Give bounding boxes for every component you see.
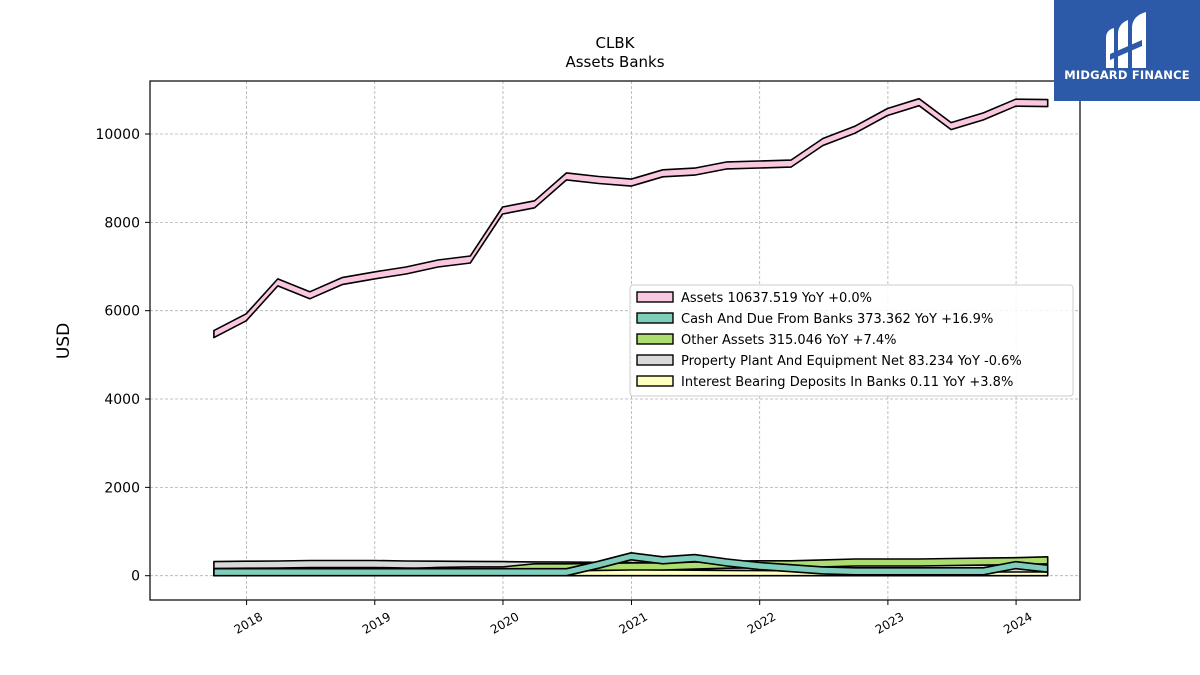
x-tick-label: 2024: [1001, 609, 1034, 636]
y-tick-label: 0: [131, 569, 140, 585]
logo: MIDGARD FINANCE: [1054, 0, 1200, 101]
x-tick-label: 2018: [232, 609, 265, 636]
y-tick-label: 10000: [95, 127, 140, 143]
legend-swatch: [636, 354, 674, 366]
legend-swatch: [636, 312, 674, 324]
y-tick-label: 2000: [104, 480, 140, 496]
legend-label: Cash And Due From Banks 373.362 YoY +16.…: [681, 312, 993, 327]
x-tick-label: 2021: [617, 609, 650, 636]
x-tick-label: 2022: [745, 609, 778, 636]
legend-label: Assets 10637.519 YoY +0.0%: [681, 291, 872, 306]
y-tick-label: 8000: [104, 215, 140, 231]
x-tick-label: 2023: [873, 609, 906, 636]
logo-text: MIDGARD FINANCE: [1064, 68, 1190, 82]
legend-box: [629, 284, 1074, 397]
y-axis-label: USD: [54, 323, 74, 359]
legend-label: Other Assets 315.046 YoY +7.4%: [681, 333, 897, 348]
legend-label: Property Plant And Equipment Net 83.234 …: [681, 354, 1022, 369]
legend-swatch: [636, 291, 674, 303]
y-tick-label: 4000: [104, 392, 140, 408]
logo-mark-icon: [1106, 12, 1146, 68]
y-tick-label: 6000: [104, 304, 140, 320]
x-tick-label: 2020: [488, 609, 521, 636]
legend: Assets 10637.519 YoY +0.0% Cash And Due F…: [629, 284, 1074, 397]
legend-swatch: [636, 333, 674, 345]
chart-subtitle: Assets Banks: [565, 53, 664, 71]
grid: [150, 81, 1080, 600]
axes-frame: [149, 80, 1081, 601]
legend-label: Interest Bearing Deposits In Banks 0.11 …: [681, 375, 1013, 390]
chart-title: CLBK: [596, 34, 636, 52]
legend-swatch: [636, 375, 674, 387]
series-band-0: [213, 97, 1049, 339]
plot-area: [213, 97, 1049, 577]
x-tick-label: 2019: [360, 609, 393, 636]
series-band-1: [213, 551, 1049, 577]
